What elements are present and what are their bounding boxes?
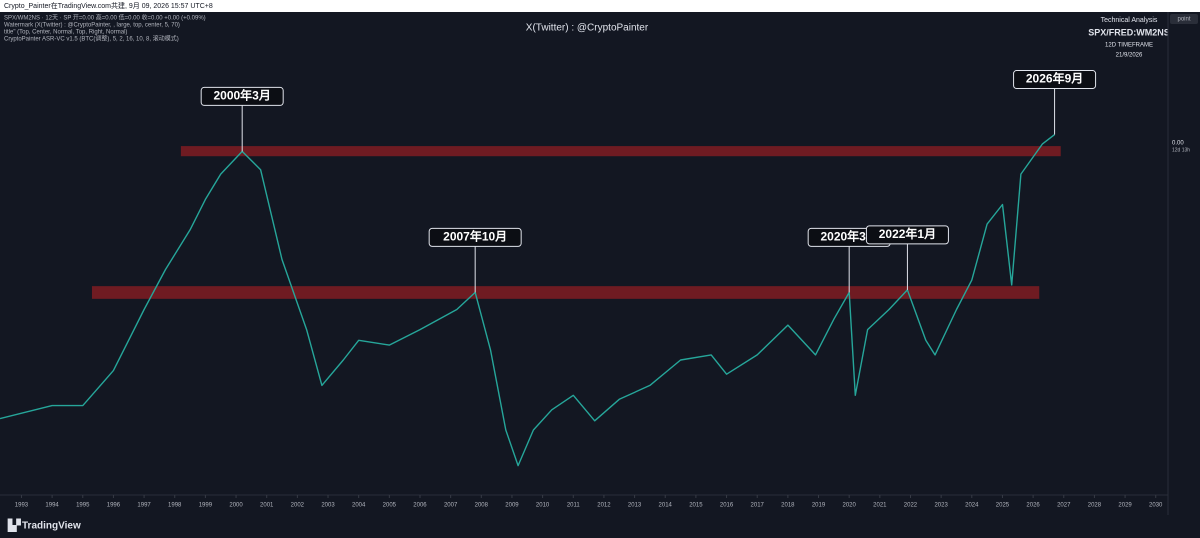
x-tick-label: 2024 (965, 503, 979, 509)
x-tick-label: 2026 (1026, 503, 1040, 509)
price-axis (1168, 12, 1200, 515)
footer (0, 515, 1200, 538)
brand-name: TradingView (22, 521, 81, 532)
resistance-zone (91, 286, 1040, 299)
x-tick-label: 1996 (107, 503, 121, 509)
scale-button[interactable] (1170, 14, 1198, 24)
callout-label: 2000年3月 (213, 88, 270, 103)
x-tick-label: 2017 (751, 503, 765, 509)
x-tick-label: 2002 (291, 503, 305, 509)
callout-label: 2026年9月 (1026, 71, 1083, 86)
x-tick-label: 2005 (383, 503, 397, 509)
callout-label: 2022年1月 (879, 226, 936, 241)
countdown: 12d 13h (1172, 147, 1190, 153)
x-tick-label: 2000 (229, 503, 243, 509)
x-tick-label: 2030 (1149, 503, 1163, 509)
x-tick-label: 2023 (934, 503, 948, 509)
x-tick-label: 1995 (76, 503, 90, 509)
legend-line: Watermark (X(Twitter) : @CryptoPainter, … (4, 23, 180, 29)
callout-box (865, 225, 949, 245)
x-tick-label: 2020 (842, 503, 856, 509)
x-tick-label: 2022 (904, 503, 918, 509)
info-box-line: SPX/FRED:WM2NS (1088, 27, 1170, 37)
legend-line: SPX/WM2NS · 12天 · SP 开=0.00 高=0.00 低=0.0… (4, 14, 206, 22)
x-tick-label: 2006 (413, 503, 427, 509)
callout-box (428, 227, 522, 247)
watermark: X(Twitter) : @CryptoPainter (526, 23, 649, 34)
x-tick-label: 2015 (689, 503, 703, 509)
callout-box (200, 86, 284, 106)
x-tick-label: 2016 (720, 503, 734, 509)
x-tick-label: 2029 (1118, 503, 1132, 509)
x-tick-label: 1993 (15, 503, 29, 509)
x-tick-label: 1997 (137, 503, 151, 509)
x-tick-label: 1998 (168, 503, 182, 509)
legend-line: title" (Top, Center, Normal, Top, Right,… (4, 30, 127, 36)
callout-label: 2020年3月 (820, 229, 877, 244)
x-tick-label: 2021 (873, 503, 887, 509)
x-tick-label: 2003 (321, 503, 335, 509)
x-tick-label: 2010 (536, 503, 550, 509)
x-tick-label: 2018 (781, 503, 795, 509)
brand: ▙▘ (7, 517, 25, 532)
x-tick-label: 2025 (996, 503, 1010, 509)
attribution: Crypto_Painter在TradingView.com共建, 9月 09,… (4, 1, 213, 10)
price-label: 0.00 (1172, 141, 1184, 147)
x-tick-label: 2009 (505, 503, 519, 509)
callout-box (1013, 70, 1097, 90)
callout-label: 2007年10月 (443, 229, 507, 244)
x-tick-label: 2014 (659, 503, 673, 509)
x-tick-label: 1999 (199, 503, 213, 509)
x-tick-label: 2001 (260, 503, 274, 509)
x-tick-label: 1994 (45, 503, 59, 509)
x-tick-label: 2011 (567, 503, 581, 509)
resistance-zone (180, 146, 1061, 157)
info-box-line: Technical Analysis (1101, 17, 1158, 24)
legend-line: CryptoPainter ASR-VC v1.5 (BTC(调整), 5, 2… (4, 35, 179, 43)
scale-button-label[interactable]: point (1177, 17, 1190, 23)
x-tick-label: 2027 (1057, 503, 1071, 509)
x-tick-label: 2019 (812, 503, 826, 509)
x-tick-label: 2028 (1088, 503, 1102, 509)
x-tick-label: 2013 (628, 503, 642, 509)
x-tick-label: 2004 (352, 503, 366, 509)
attribution-bar (0, 0, 1200, 12)
info-box-line: 21/9/2026 (1116, 53, 1143, 59)
info-box-line: 12D TIMEFRAME (1105, 43, 1153, 49)
x-tick-label: 2008 (475, 503, 489, 509)
x-tick-label: 2007 (444, 503, 458, 509)
price-line (0, 134, 1056, 467)
x-tick-label: 2012 (597, 503, 611, 509)
